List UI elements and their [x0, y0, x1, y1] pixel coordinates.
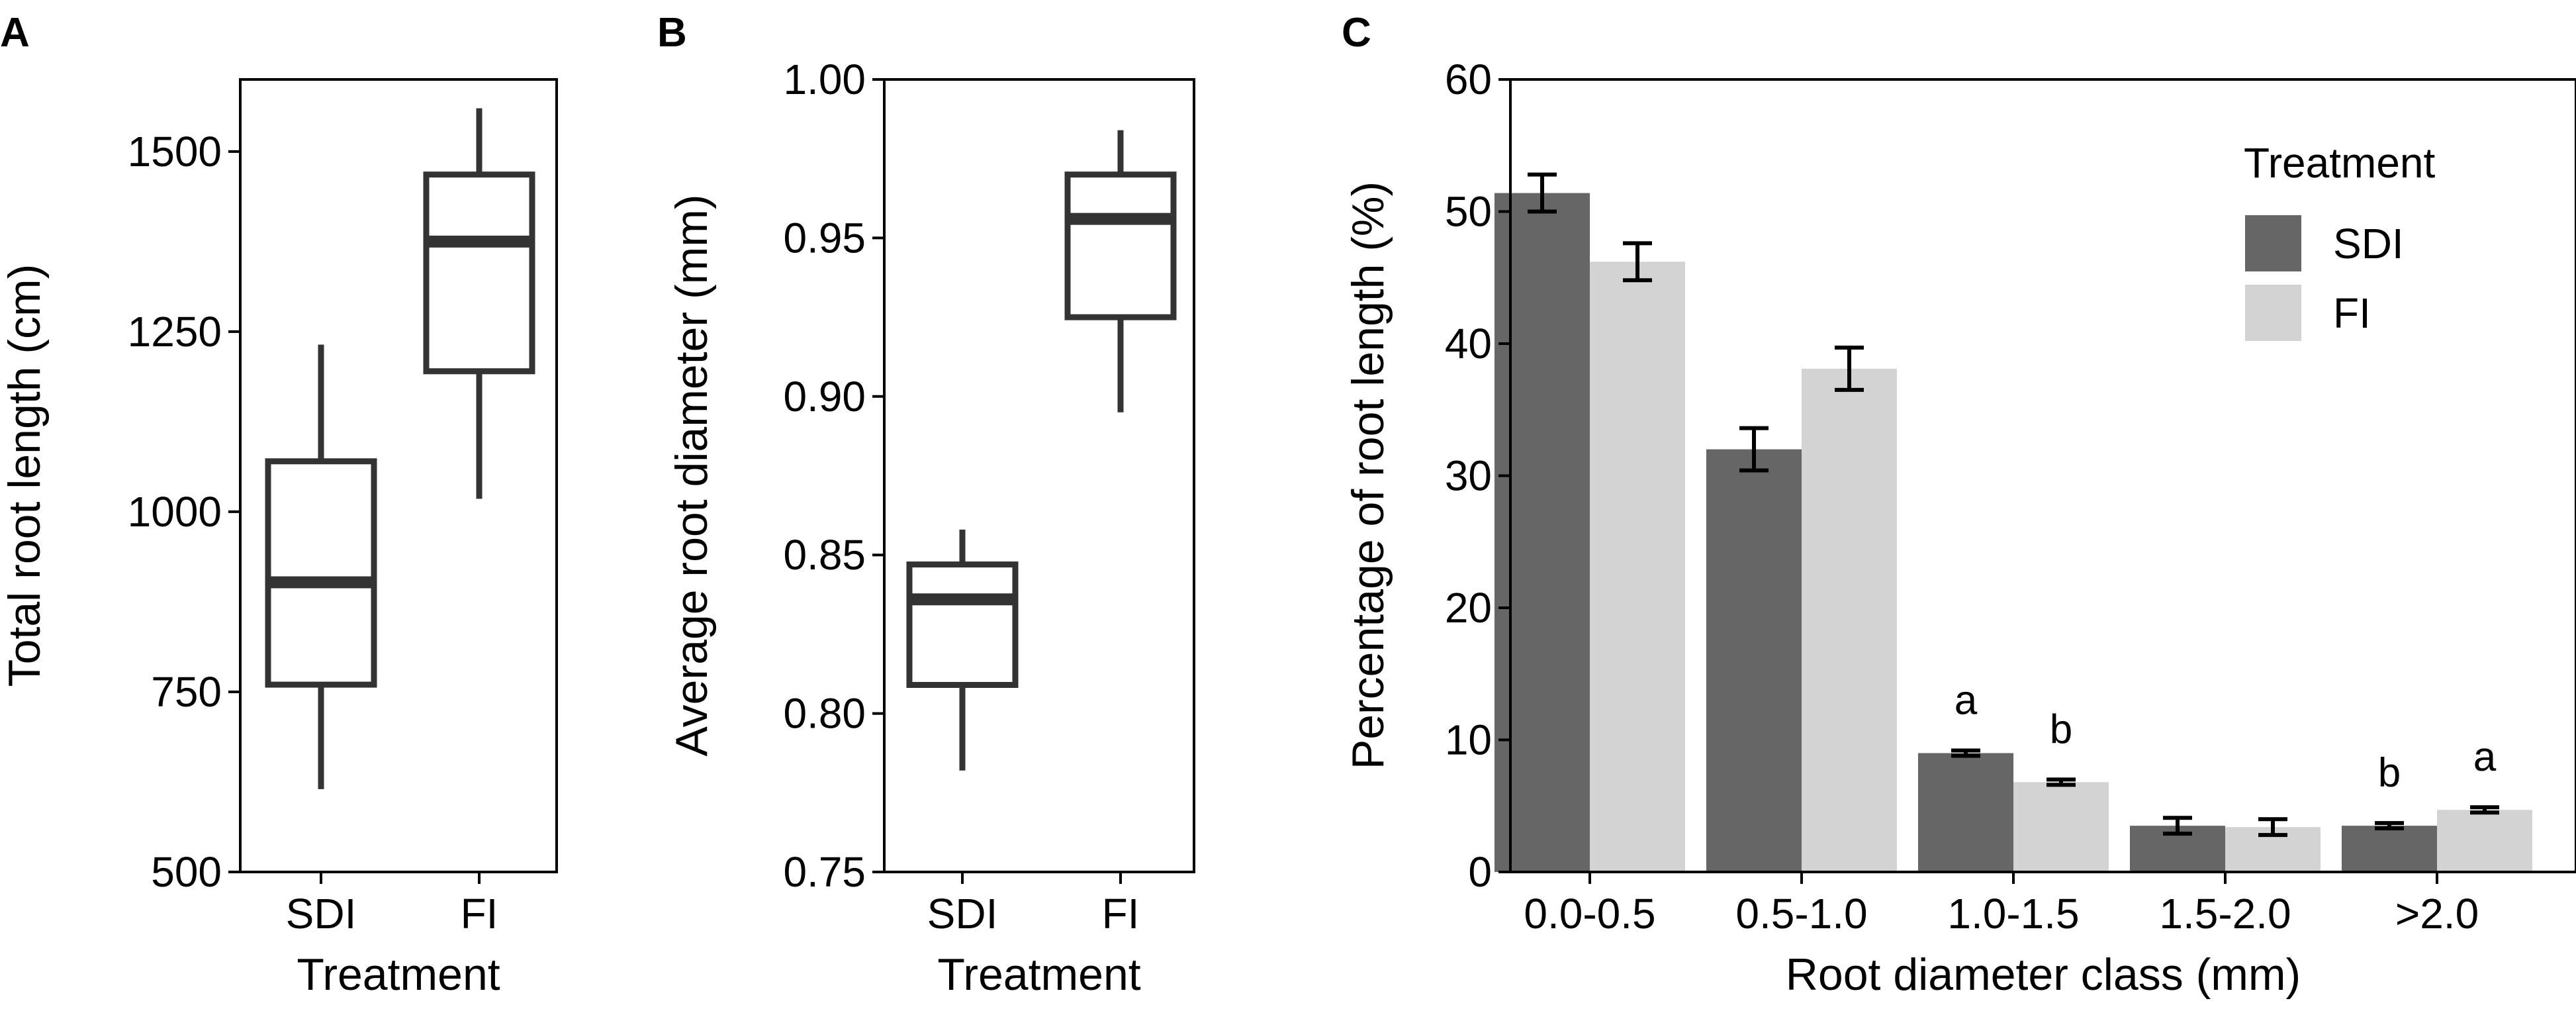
significance-label: a	[2473, 734, 2497, 780]
y-tick-label: 1000	[128, 488, 222, 536]
y-tick-label: 0	[1468, 848, 1492, 896]
y-tick-label: 0.90	[783, 373, 866, 420]
y-tick-label: 500	[151, 848, 222, 896]
significance-label: a	[1955, 677, 1978, 723]
y-tick-label: 60	[1445, 56, 1492, 103]
panel-a-y-axis: 500 750 1000 1250 1500	[128, 128, 240, 896]
legend-swatch-sdi	[2245, 215, 2301, 271]
significance-label: b	[2378, 750, 2401, 796]
panel-c-y-axis: 0 10 20 30 40 50 60	[1445, 56, 1510, 896]
y-tick-label: 750	[151, 668, 222, 716]
box-iqr	[265, 458, 377, 688]
y-tick-label: 1250	[128, 308, 222, 356]
box-iqr	[906, 561, 1019, 689]
box-fi	[1064, 130, 1177, 412]
box-fi	[423, 108, 535, 499]
error-bar	[1951, 748, 1980, 758]
panel-a-plot-frame	[239, 78, 558, 873]
error-bar	[1739, 426, 1769, 473]
bar-fi-2-0	[2437, 810, 2532, 872]
error-bar	[2047, 777, 2076, 787]
panel-b-x-title: Treatment	[937, 949, 1140, 1000]
legend-swatch-fi	[2245, 285, 2301, 341]
x-tick-label-0-5-1-0: 0.5-1.0	[1735, 890, 1867, 938]
bar-fi-0-0-0-5	[1590, 262, 1685, 872]
x-tick-label-fi: FI	[1102, 890, 1140, 938]
y-tick-label: 0.75	[783, 848, 866, 896]
y-tick-label: 0.85	[783, 531, 866, 579]
bar-sdi-0-0-0-5	[1495, 193, 1590, 872]
y-tick-label: 0.95	[783, 214, 866, 262]
bar-sdi-0-5-1-0	[1706, 449, 1802, 872]
box-iqr	[1064, 171, 1177, 320]
panel-c-bars: a b b a	[1495, 172, 2532, 872]
panel-a: A 500 750 1000 1250 1500 SDI FI Treatment Tot…	[0, 10, 558, 1000]
error-bar	[1623, 241, 1652, 283]
panel-b-x-axis: SDI FI	[927, 872, 1140, 938]
significance-label: b	[2050, 706, 2072, 752]
legend-label-sdi: SDI	[2333, 220, 2404, 267]
bar-sdi-1-0-1-5	[1918, 753, 2013, 872]
error-bar	[1528, 172, 1557, 214]
panel-a-x-axis: SDI FI	[286, 872, 498, 938]
legend-title: Treatment	[2244, 139, 2436, 187]
panel-a-x-title: Treatment	[297, 949, 500, 1000]
panel-letter-b: B	[657, 10, 687, 56]
y-tick-label: 30	[1445, 452, 1492, 500]
x-tick-label-sdi: SDI	[286, 890, 357, 938]
error-bar	[2163, 816, 2192, 836]
y-tick-label: 10	[1445, 716, 1492, 764]
bar-fi-0-5-1-0	[1802, 368, 1897, 872]
y-tick-label: 50	[1445, 188, 1492, 236]
error-bar	[2375, 821, 2404, 831]
panel-a-y-title: Total root length (cm)	[0, 264, 50, 687]
box-sdi	[265, 344, 377, 789]
error-bar	[1835, 345, 1864, 392]
panel-letter-a: A	[0, 10, 30, 56]
panel-c-y-title: Percentage of root length (%)	[1343, 181, 1393, 769]
x-tick-label-2-0: >2.0	[2395, 890, 2479, 938]
panel-a-boxes	[265, 108, 535, 789]
x-tick-label-0-0-0-5: 0.0-0.5	[1524, 890, 1655, 938]
panel-c: C a b b a 0 10 20 30 40 50 60 0.0-0.5 0.5-1.0 1.0-1…	[1342, 10, 2576, 1000]
panel-b-y-axis: 0.75 0.80 0.85 0.90 0.95 1.00	[783, 56, 884, 896]
y-tick-label: 20	[1445, 584, 1492, 632]
y-tick-label: 1500	[128, 128, 222, 175]
panel-c-legend: Treatment SDI FI	[2244, 139, 2436, 341]
error-bar	[2258, 817, 2287, 838]
x-tick-label-sdi: SDI	[927, 890, 998, 938]
panel-letter-c: C	[1342, 10, 1371, 56]
error-bar	[2470, 805, 2499, 815]
box-iqr	[423, 171, 535, 375]
bar-fi-1-0-1-5	[2013, 782, 2109, 872]
panel-c-x-axis: 0.0-0.5 0.5-1.0 1.0-1.5 1.5-2.0 >2.0	[1524, 872, 2479, 938]
y-tick-label: 40	[1445, 320, 1492, 367]
panel-b-boxes	[906, 130, 1177, 771]
bar-sdi-2-0	[2342, 826, 2437, 872]
x-tick-label-1-0-1-5: 1.0-1.5	[1947, 890, 2079, 938]
x-tick-label-1-5-2-0: 1.5-2.0	[2159, 890, 2291, 938]
panel-c-x-title: Root diameter class (mm)	[1786, 949, 2301, 1000]
box-sdi	[906, 529, 1019, 771]
panel-b-y-title: Average root diameter (mm)	[667, 194, 717, 756]
legend-label-fi: FI	[2333, 289, 2371, 337]
y-tick-label: 1.00	[783, 56, 866, 103]
panel-b-plot-frame	[883, 78, 1195, 873]
x-tick-label-fi: FI	[461, 890, 498, 938]
panel-b: B 0.75 0.80 0.85 0.90 0.95 1.00 SDI FI Treatme…	[657, 10, 1195, 1000]
y-tick-label: 0.80	[783, 690, 866, 738]
